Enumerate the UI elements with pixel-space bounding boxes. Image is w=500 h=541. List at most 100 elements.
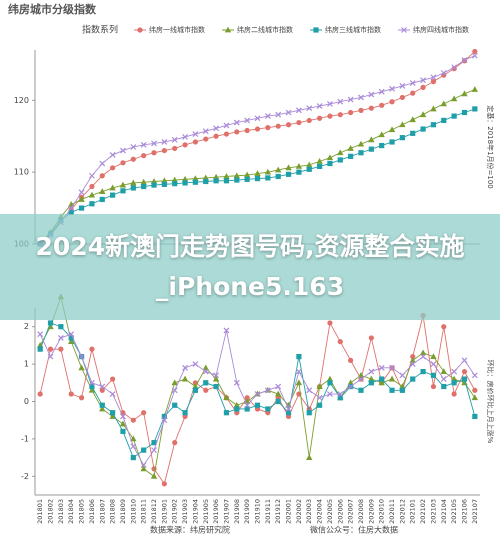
marker [410, 376, 416, 382]
marker [161, 417, 168, 424]
x-tick-label: 201801 [36, 499, 44, 524]
marker [99, 173, 105, 179]
x-tick-label: 201904 [191, 499, 199, 524]
marker [254, 402, 261, 408]
marker [264, 387, 271, 394]
marker [223, 122, 230, 129]
marker [337, 149, 344, 156]
marker [130, 455, 136, 461]
marker [182, 134, 188, 140]
marker [388, 126, 396, 133]
marker [140, 178, 147, 185]
marker [295, 379, 303, 386]
marker [110, 376, 116, 382]
marker [244, 402, 251, 409]
marker [285, 164, 292, 171]
marker [120, 147, 126, 154]
marker [171, 387, 178, 394]
marker [202, 368, 209, 375]
marker [99, 188, 106, 194]
marker [316, 163, 323, 169]
marker [316, 103, 323, 109]
marker [150, 178, 158, 184]
marker [348, 153, 354, 159]
marker [296, 354, 302, 360]
marker [347, 96, 354, 103]
legend-label: 纬房四线城市指数 [413, 25, 469, 34]
marker [172, 402, 178, 408]
x-tick-label: 202107 [471, 499, 479, 524]
x-tick-label: 201810 [129, 499, 137, 524]
marker [389, 364, 395, 371]
marker [192, 131, 199, 137]
marker [337, 391, 344, 397]
marker [472, 387, 478, 393]
marker [378, 131, 385, 138]
x-tick-label: 201903 [181, 499, 189, 524]
marker [440, 368, 447, 374]
marker [296, 169, 302, 175]
marker [36, 342, 44, 348]
marker [68, 209, 74, 215]
marker [295, 107, 302, 114]
x-tick-label: 202008 [357, 499, 365, 524]
marker [306, 117, 312, 124]
marker [410, 354, 416, 360]
y-tick-label: 110 [14, 168, 29, 177]
x-tick-label: 202002 [295, 499, 303, 524]
marker [58, 346, 64, 352]
marker [472, 413, 478, 420]
marker [171, 136, 178, 143]
x-tick-label: 201907 [222, 499, 230, 524]
y-tick-label: 120 [14, 96, 29, 105]
x-tick-label: 202005 [326, 499, 334, 524]
marker [234, 406, 240, 412]
marker [337, 395, 343, 401]
y-axis-label: 环比：房价环比上月上涨% [486, 360, 495, 444]
x-tick-label: 202012 [398, 499, 406, 524]
footer-wechat: 微信公众号：住房大数据 [310, 525, 398, 535]
marker [99, 402, 105, 408]
marker [265, 125, 271, 131]
marker [451, 66, 457, 72]
marker [78, 205, 85, 211]
marker [399, 121, 406, 128]
marker [409, 80, 416, 86]
footer-source: 数据来源：纬房研究院 [150, 525, 230, 535]
marker [88, 379, 95, 386]
marker [399, 372, 406, 379]
marker [202, 174, 209, 181]
marker [326, 375, 334, 382]
marker [450, 95, 458, 102]
marker [120, 160, 126, 166]
y-tick-label: 0 [24, 397, 29, 406]
marker [141, 153, 147, 159]
x-tick-label: 201908 [233, 499, 241, 524]
marker [109, 151, 116, 158]
marker [409, 361, 416, 368]
marker [440, 376, 447, 382]
marker [140, 141, 147, 148]
marker [181, 375, 189, 382]
marker [161, 139, 168, 145]
marker [378, 379, 385, 386]
marker [130, 417, 136, 423]
marker [203, 136, 209, 142]
marker [47, 320, 54, 326]
marker [223, 394, 230, 401]
marker [440, 100, 447, 107]
marker [471, 372, 478, 379]
marker [78, 364, 85, 371]
x-tick-label: 201811 [140, 499, 148, 524]
marker [213, 178, 219, 184]
x-tick-label: 202106 [460, 499, 468, 524]
marker [110, 410, 116, 416]
marker [68, 335, 74, 341]
series-line [39, 322, 476, 459]
x-tick-label: 202006 [336, 499, 344, 524]
x-tick-label: 201803 [57, 499, 65, 524]
marker [274, 166, 282, 173]
x-tick-label: 201809 [119, 499, 127, 524]
marker [296, 119, 302, 126]
marker [275, 111, 282, 118]
